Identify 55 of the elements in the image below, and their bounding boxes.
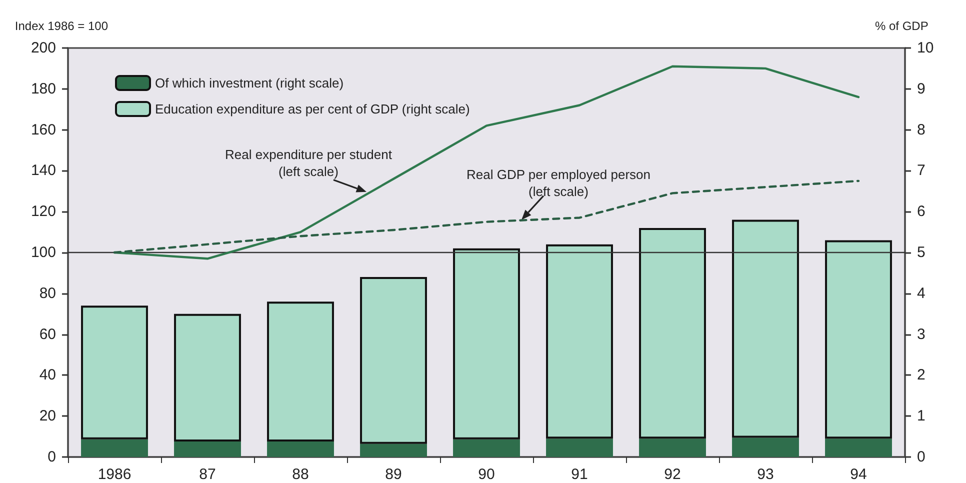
- bar: [639, 438, 706, 457]
- y-tick-label: 140: [30, 162, 56, 180]
- bar: [360, 444, 427, 457]
- y-tick-label: 160: [30, 121, 56, 138]
- annotation: Real GDP per employed person (left scale): [466, 166, 651, 199]
- bar: [825, 438, 892, 457]
- bar: [732, 438, 799, 457]
- y2-tick-label: 8: [917, 121, 926, 138]
- y2-axis-title: % of GDP: [875, 19, 928, 33]
- bar: [174, 441, 241, 457]
- y2-tick-label: 2: [917, 366, 926, 384]
- bar: [546, 438, 613, 457]
- legend-label: Of which investment (right scale): [155, 76, 344, 90]
- y2-tick-label: 9: [917, 80, 926, 98]
- y-axis-title: Index 1986 = 100: [14, 19, 108, 33]
- bar: [267, 302, 334, 442]
- y2-tick-label: 1: [917, 408, 926, 425]
- bar: [174, 314, 241, 442]
- y2-tick-label: 6: [917, 203, 926, 220]
- x-tick-label: 89: [385, 466, 402, 483]
- y-tick-label: 20: [39, 408, 56, 425]
- bar: [360, 277, 427, 444]
- y-tick-label: 200: [30, 40, 56, 56]
- y2-tick-label: 7: [917, 162, 926, 180]
- bar: [546, 244, 613, 439]
- x-tick-label: 91: [571, 466, 588, 483]
- y-tick-label: 60: [39, 326, 56, 343]
- bar: [825, 240, 892, 439]
- y2-tick-label: 10: [917, 40, 934, 56]
- x-tick-label: 1986: [98, 466, 132, 483]
- bar: [453, 248, 520, 440]
- bar: [267, 441, 334, 457]
- bar: [732, 220, 799, 438]
- bar: [81, 439, 148, 457]
- x-tick-label: 90: [478, 466, 495, 483]
- y2-tick-label: 5: [917, 244, 926, 261]
- annotation: Real expenditure per student (left scale): [225, 146, 392, 179]
- y2-tick-label: 0: [917, 448, 926, 466]
- y-tick-label: 120: [30, 203, 56, 220]
- legend-label: Education expenditure as per cent of GDP (right scale): [155, 102, 470, 116]
- y-tick-label: 180: [30, 80, 56, 98]
- x-tick-label: 94: [850, 466, 867, 483]
- x-tick-label: 87: [199, 466, 216, 483]
- x-tick-label: 92: [664, 466, 681, 483]
- y-tick-label: 0: [48, 448, 56, 466]
- bar: [453, 439, 520, 457]
- y2-tick-label: 4: [917, 284, 926, 302]
- y-tick-label: 100: [30, 244, 56, 261]
- x-tick-label: 93: [757, 466, 774, 483]
- y-tick-label: 40: [39, 366, 56, 384]
- bar: [639, 228, 706, 439]
- bar: [81, 306, 148, 440]
- x-tick-label: 88: [292, 466, 309, 483]
- y-tick-label: 80: [39, 284, 56, 302]
- y2-tick-label: 3: [917, 326, 926, 343]
